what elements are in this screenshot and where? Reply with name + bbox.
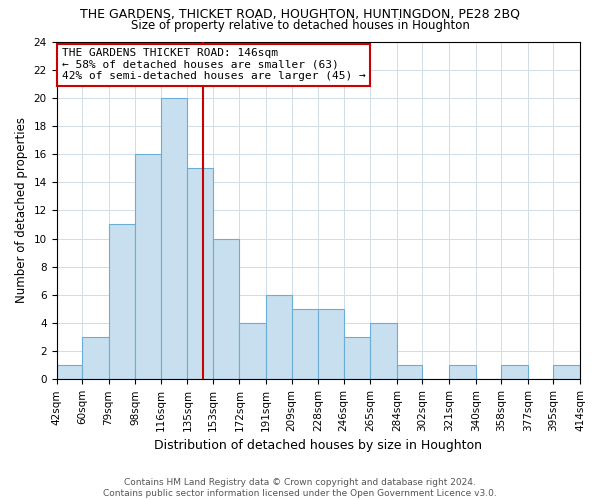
Bar: [213, 238, 239, 380]
Text: THE GARDENS, THICKET ROAD, HOUGHTON, HUNTINGDON, PE28 2BQ: THE GARDENS, THICKET ROAD, HOUGHTON, HUN…: [80, 8, 520, 20]
Bar: [553, 365, 580, 380]
Bar: [239, 323, 266, 380]
Bar: [318, 309, 344, 380]
X-axis label: Distribution of detached houses by size in Houghton: Distribution of detached houses by size …: [154, 440, 482, 452]
Bar: [397, 365, 422, 380]
Y-axis label: Number of detached properties: Number of detached properties: [15, 118, 28, 304]
Bar: [449, 365, 476, 380]
Text: Contains HM Land Registry data © Crown copyright and database right 2024.
Contai: Contains HM Land Registry data © Crown c…: [103, 478, 497, 498]
Text: THE GARDENS THICKET ROAD: 146sqm
← 58% of detached houses are smaller (63)
42% o: THE GARDENS THICKET ROAD: 146sqm ← 58% o…: [62, 48, 365, 82]
Bar: [501, 365, 528, 380]
Bar: [292, 309, 318, 380]
Text: Size of property relative to detached houses in Houghton: Size of property relative to detached ho…: [131, 18, 469, 32]
Bar: [136, 154, 161, 380]
Bar: [82, 337, 109, 380]
Bar: [161, 98, 187, 380]
Bar: [344, 337, 370, 380]
Bar: [187, 168, 213, 380]
Bar: [370, 323, 397, 380]
Bar: [266, 295, 292, 380]
Bar: [56, 365, 82, 380]
Bar: [109, 224, 136, 380]
